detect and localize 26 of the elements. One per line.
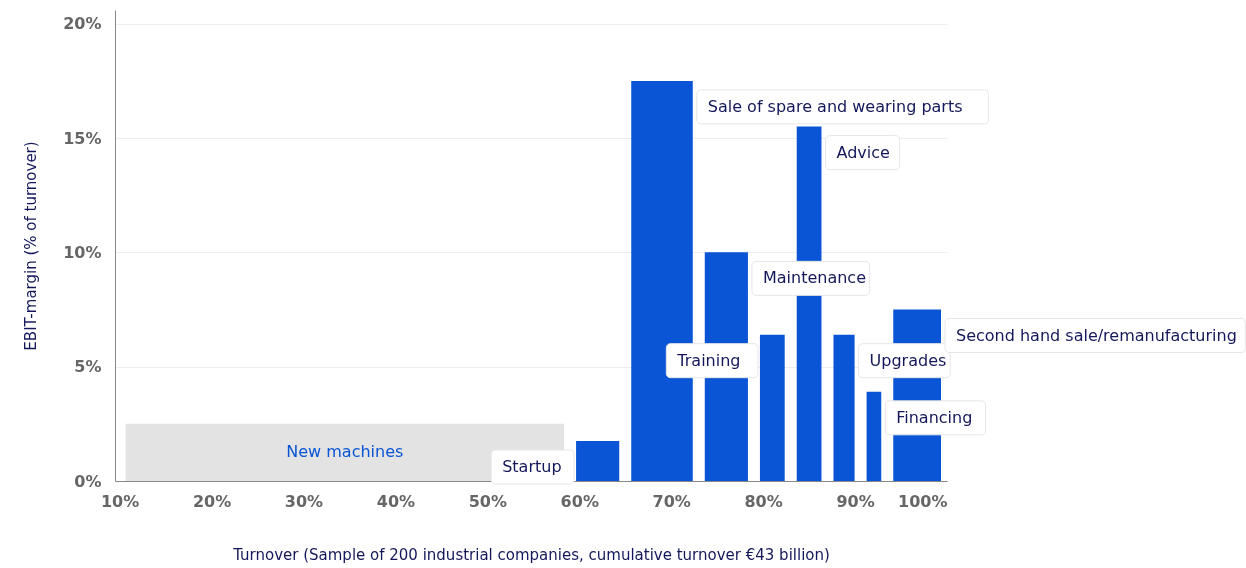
x-tick-label: 10% <box>100 491 140 511</box>
annotation: Training <box>676 350 741 370</box>
x-tick-label: 90% <box>836 491 875 511</box>
x-tick-label: 30% <box>284 491 324 511</box>
x-tick-label: 100% <box>898 491 948 511</box>
annotation: Startup <box>502 456 562 476</box>
y-tick-label: 20% <box>63 14 102 34</box>
annotation: Financing <box>896 407 973 427</box>
text: Second hand sale/remanufacturing <box>956 325 1237 345</box>
annotation: Sale of spare and wearing parts <box>707 96 963 116</box>
annotation: Upgrades <box>869 350 947 370</box>
x-tick-label: 70% <box>652 491 691 511</box>
y-tick-label: 15% <box>63 128 102 148</box>
x-tick-label: 60% <box>560 491 599 511</box>
x-axis-title: Turnover (Sample of 200 industrial companies, cumulative turnover €43 billion) <box>232 545 830 564</box>
y-axis-title: EBIT-margin (% of turnover) <box>22 141 41 351</box>
x-tick-label: 40% <box>376 491 416 511</box>
x-tick-label: 80% <box>744 491 783 511</box>
annotation: New machines <box>286 442 404 462</box>
x-tick-label: 50% <box>468 491 507 511</box>
y-tick-label: 10% <box>63 242 102 262</box>
x-tick-label: 20% <box>192 491 232 511</box>
y-tick-label: 5% <box>74 357 102 377</box>
annotation: Maintenance <box>762 268 866 288</box>
y-tick-label: 0% <box>74 471 102 491</box>
annotation: Advice <box>836 142 890 162</box>
